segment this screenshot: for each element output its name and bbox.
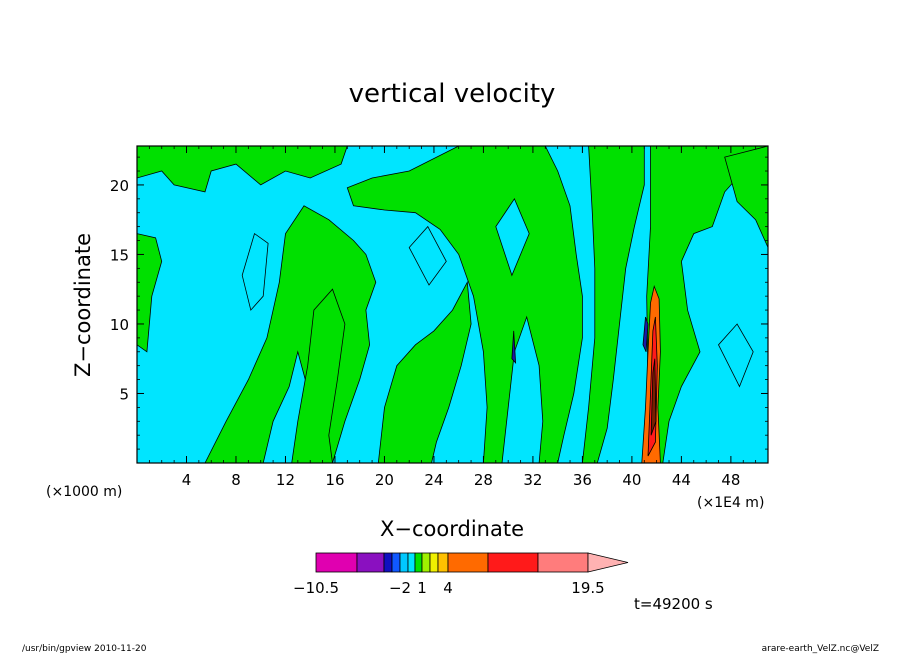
x-axis-label: X−coordinate xyxy=(380,517,524,541)
footer-left: /usr/bin/gpview 2010-11-20 xyxy=(22,644,147,654)
y-tick-label: 15 xyxy=(110,246,129,264)
contour-region-positive xyxy=(581,146,645,463)
downdraft-cell xyxy=(642,316,649,352)
x-tick-label: 44 xyxy=(672,471,691,489)
colorbar-segment xyxy=(421,552,431,573)
colorbar-segment xyxy=(383,552,393,573)
x-tick-label: 20 xyxy=(375,471,394,489)
colorbar-segment xyxy=(391,552,401,573)
x-tick-label: 48 xyxy=(721,471,740,489)
colorbar-segment xyxy=(437,552,449,573)
x-tick-label: 32 xyxy=(523,471,542,489)
colorbar-segment xyxy=(414,552,423,573)
x-axis-unit-left: (×1000 m) xyxy=(46,484,122,500)
x-tick-label: 8 xyxy=(231,471,241,489)
contour-region-negative xyxy=(718,323,754,388)
x-axis-ticks: 4 8 12 16 20 24 28 32 36 40 44 48 xyxy=(148,146,757,489)
contour-region-negative xyxy=(408,225,447,286)
x-tick-label: 12 xyxy=(276,471,295,489)
x-tick-label: 24 xyxy=(424,471,443,489)
colorbar-segment xyxy=(356,552,385,573)
contour-region-positive xyxy=(724,146,768,248)
colorbar-segment xyxy=(487,552,539,573)
y-axis-ticks: 5 10 15 20 xyxy=(110,156,768,450)
x-tick-label: 40 xyxy=(622,471,641,489)
updraft-core-center xyxy=(650,358,657,436)
footer-right: arare-earth_VelZ.nc@VelZ xyxy=(762,644,879,654)
colorbar-segment xyxy=(407,552,416,573)
plot-frame xyxy=(136,145,769,464)
contour-region-negative xyxy=(495,197,530,277)
colorbar-tick-label: 4 xyxy=(443,579,453,597)
contour-region-positive xyxy=(137,233,163,353)
time-label: t=49200 s xyxy=(634,595,713,613)
colorbar-segment xyxy=(537,552,589,573)
y-tick-label: 10 xyxy=(110,316,129,334)
x-tick-label: 28 xyxy=(474,471,493,489)
contour-region-negative xyxy=(241,232,269,311)
colorbar: −10.5 −2 1 4 19.5 xyxy=(293,552,629,597)
colorbar-tick-label: 1 xyxy=(417,579,427,597)
contour-regions xyxy=(137,146,768,463)
colorbar-tick-label: 19.5 xyxy=(571,579,604,597)
x-axis-unit-right: (×1E4 m) xyxy=(697,495,764,511)
y-tick-label: 20 xyxy=(110,177,129,195)
colorbar-extension-arrow xyxy=(587,552,629,573)
colorbar-segment xyxy=(399,552,409,573)
colorbar-tick-label: −2 xyxy=(389,579,411,597)
contour-region-positive xyxy=(137,146,348,193)
downdraft-cell xyxy=(511,330,517,365)
contour-region-positive xyxy=(291,288,346,463)
x-tick-label: 4 xyxy=(182,471,192,489)
colorbar-segment xyxy=(315,552,358,573)
colorbar-tick-label: −10.5 xyxy=(293,579,339,597)
y-tick-label: 5 xyxy=(119,385,129,403)
y-axis-label: Z−coordinate xyxy=(71,233,95,377)
colorbar-segment xyxy=(429,552,439,573)
chart-title: vertical velocity xyxy=(349,79,556,109)
x-tick-label: 36 xyxy=(573,471,592,489)
x-tick-label: 16 xyxy=(325,471,344,489)
contour-region-positive xyxy=(377,280,472,463)
colorbar-segment xyxy=(447,552,489,573)
